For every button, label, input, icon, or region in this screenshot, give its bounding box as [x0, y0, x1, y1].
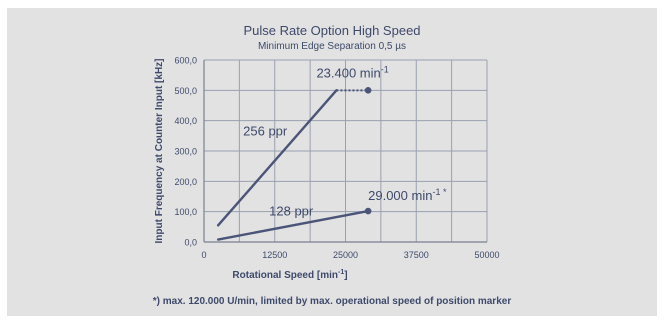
x-tick-label: 50000: [474, 250, 499, 260]
y-tick-label: 500,0: [174, 86, 197, 96]
series-endpoint: [364, 87, 372, 94]
series-line: [216, 209, 370, 241]
series-annotation: 29.000 min-1 *: [368, 187, 447, 203]
chart-svg: Pulse Rate Option High Speed Minimum Edg…: [153, 23, 512, 307]
x-tick-label: 12500: [262, 250, 287, 260]
x-tick-label: 25000: [333, 250, 358, 260]
series-endpoint: [364, 207, 372, 215]
x-axis-label-end: ]: [344, 270, 347, 281]
y-axis-label: Input Frequency at Counter Input [kHz]: [154, 59, 165, 244]
x-axis-label-sup: -1: [338, 269, 344, 276]
series-line: [216, 89, 338, 227]
y-tick-label: 300,0: [174, 147, 197, 157]
footnote: *) max. 120.000 U/min, limited by max. o…: [153, 296, 512, 307]
x-tick-label: 37500: [404, 250, 429, 260]
chart-title: Pulse Rate Option High Speed: [243, 23, 420, 38]
y-tick-label: 600,0: [174, 56, 197, 66]
series-layer: [216, 87, 372, 241]
chart-subtitle: Minimum Edge Separation 0,5 µs: [258, 41, 406, 52]
x-tick-label: 0: [201, 250, 206, 260]
series-labels: 256 ppr 23.400 min-1 128 ppr 29.000 min-1 *: [243, 64, 447, 218]
tick-labels: 0,0 100,0 200,0 300,0 400,0 500,0 600,0 0 12500 2…: [174, 56, 499, 261]
series-name-label: 128 ppr: [269, 203, 314, 218]
x-axis-label-text: Rotational Speed [min: [232, 270, 338, 281]
y-tick-label: 0,0: [184, 238, 197, 248]
y-tick-label: 200,0: [174, 177, 197, 187]
series-annotation: 23.400 min-1: [316, 64, 388, 80]
chart-panel: Pulse Rate Option High Speed Minimum Edg…: [7, 8, 657, 316]
x-axis-label: Rotational Speed [min-1]: [232, 269, 347, 281]
axes: [203, 60, 487, 243]
y-tick-label: 100,0: [174, 207, 197, 217]
series-name-label: 256 ppr: [243, 123, 288, 138]
y-tick-label: 400,0: [174, 116, 197, 126]
